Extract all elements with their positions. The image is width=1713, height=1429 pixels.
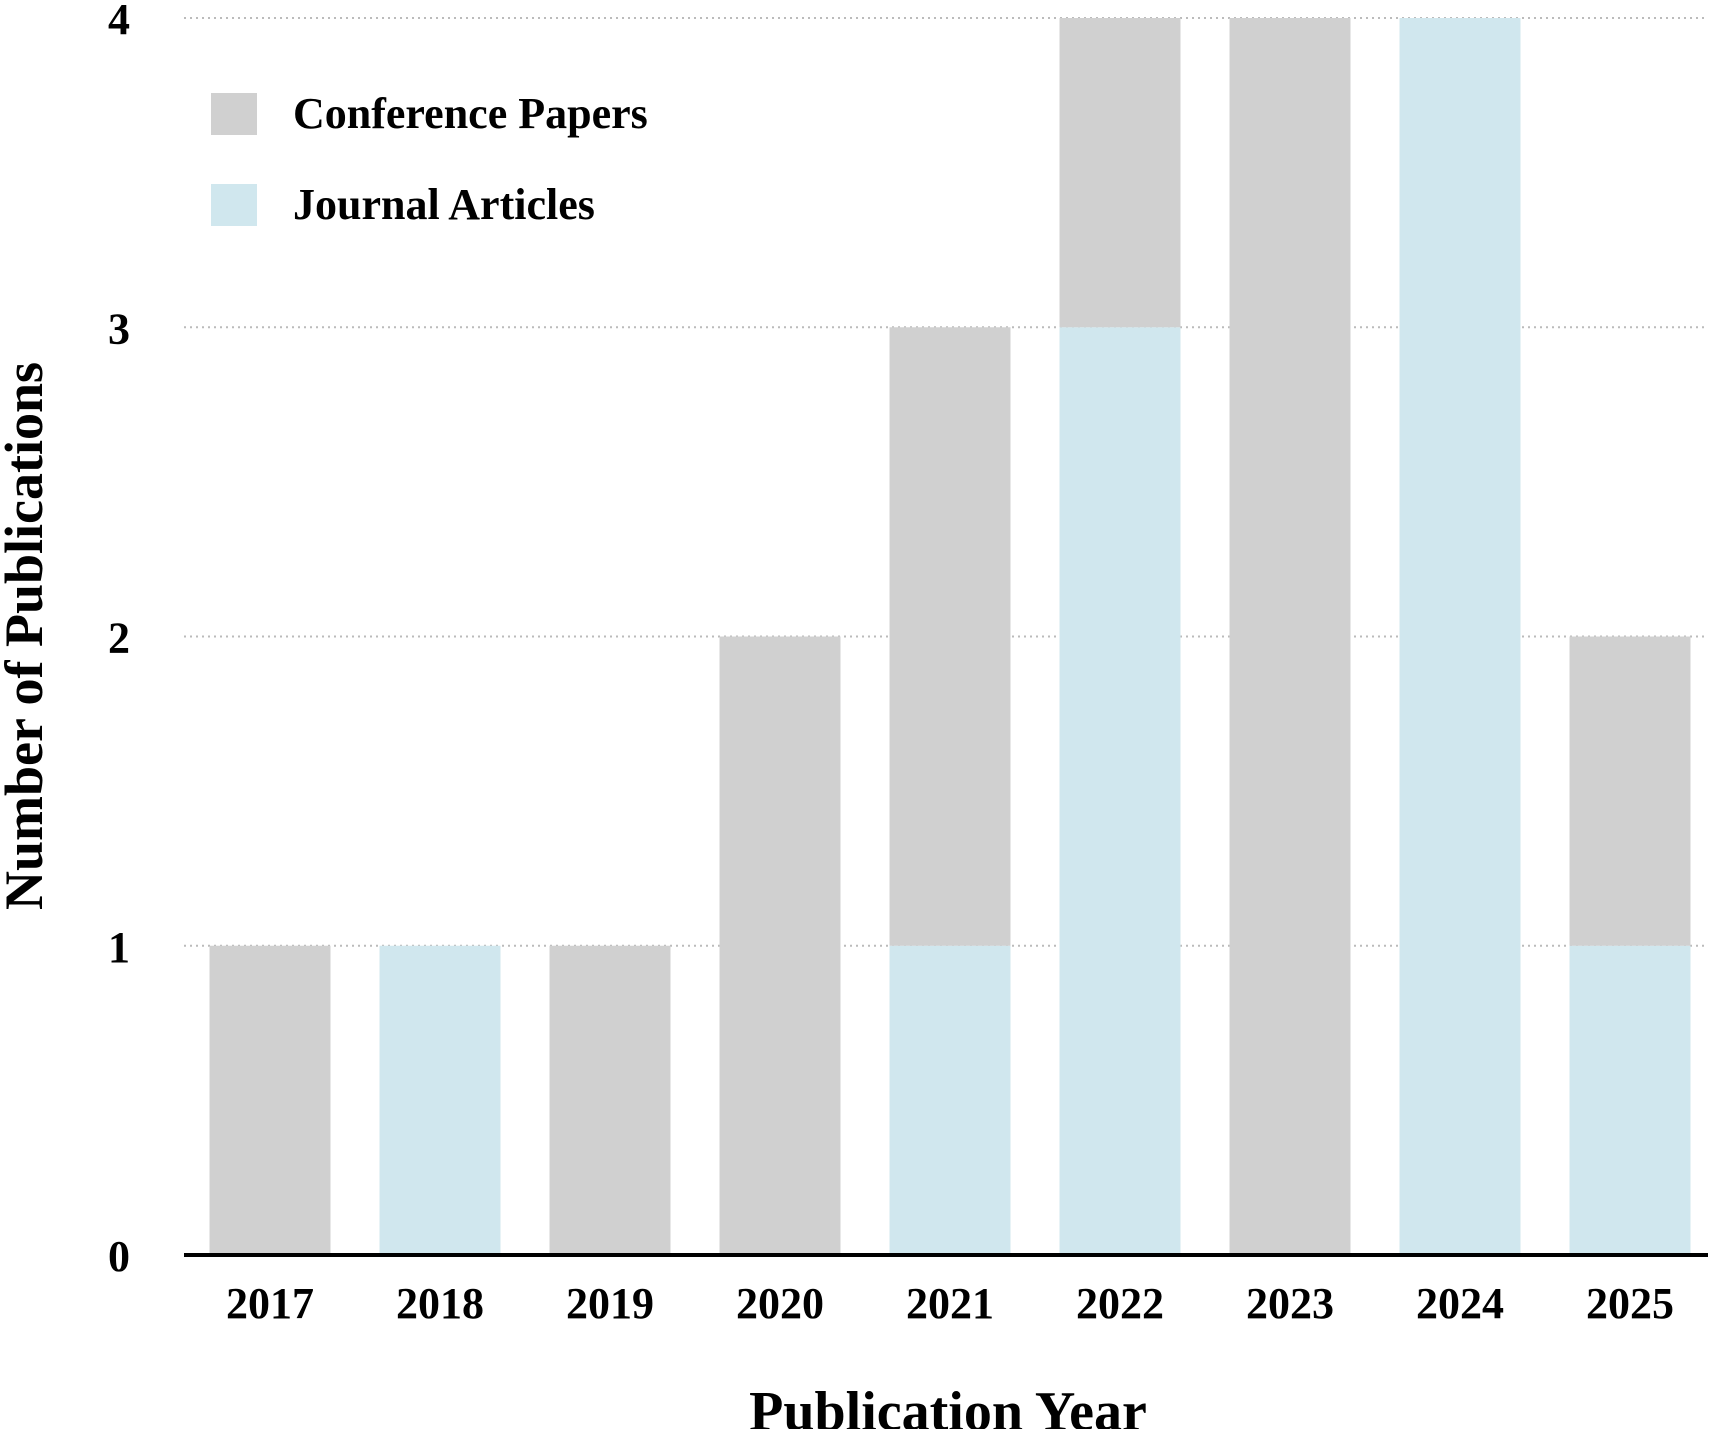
y-tick-label: 3: [108, 304, 130, 353]
x-tick-label: 2020: [736, 1279, 824, 1328]
x-tick-label: 2025: [1586, 1279, 1674, 1328]
x-tick-labels: 2017 2018 2019 2020 2021 2022 2023 2024 2025: [226, 1279, 1674, 1328]
x-tick-label: 2018: [396, 1279, 484, 1328]
x-tick-label: 2019: [566, 1279, 654, 1328]
legend: Conference Papers Journal Articles: [211, 89, 648, 229]
bar-journal-articles-2025: [1569, 945, 1691, 1255]
legend-swatch: [211, 93, 257, 135]
legend-label: Conference Papers: [293, 89, 648, 138]
y-tick-label: 0: [108, 1232, 130, 1281]
x-tick-label: 2017: [226, 1279, 314, 1328]
y-tick-label: 4: [108, 0, 130, 44]
bar-conference-papers-2020: [719, 636, 841, 1255]
y-tick-labels: 0 1 2 3 4: [108, 0, 130, 1281]
x-axis-label: Publication Year: [749, 1381, 1147, 1429]
x-tick-label: 2022: [1076, 1279, 1164, 1328]
bar-journal-articles-2018: [379, 945, 501, 1255]
bar-conference-papers-2019: [549, 945, 671, 1255]
bar-conference-papers-2023: [1229, 18, 1351, 1255]
x-tick-label: 2024: [1416, 1279, 1504, 1328]
bar-journal-articles-2022: [1059, 327, 1181, 1255]
bar-journal-articles-2024: [1399, 18, 1521, 1255]
bar-conference-papers-2025: [1569, 636, 1691, 946]
legend-label: Journal Articles: [293, 180, 595, 229]
x-tick-label: 2023: [1246, 1279, 1334, 1328]
y-axis-label: Number of Publications: [0, 362, 54, 910]
bar-conference-papers-2021: [889, 327, 1011, 946]
x-tick-label: 2021: [906, 1279, 994, 1328]
bars: [209, 18, 1691, 1255]
legend-swatch: [211, 184, 257, 226]
y-tick-label: 2: [108, 614, 130, 663]
bar-conference-papers-2022: [1059, 18, 1181, 328]
y-tick-label: 1: [108, 923, 130, 972]
bar-conference-papers-2017: [209, 945, 331, 1255]
bar-journal-articles-2021: [889, 945, 1011, 1255]
